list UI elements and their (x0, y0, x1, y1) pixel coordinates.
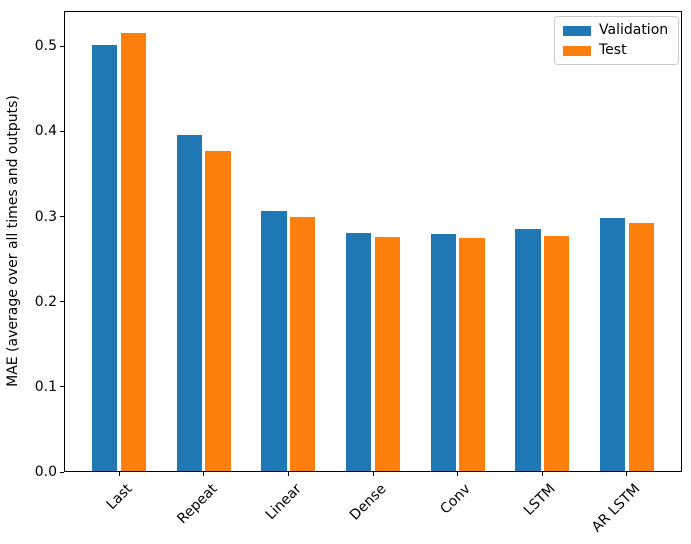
x-tick-mark (626, 472, 628, 476)
bar-validation-last (92, 45, 118, 472)
legend-swatch-validation (563, 25, 591, 36)
x-tick-label-lstm: LSTM (520, 481, 559, 519)
bar-test-repeat (205, 151, 231, 472)
y-tick-mark (60, 45, 64, 47)
y-tick-label: 0.2 (34, 293, 57, 310)
bar-test-ar-lstm (628, 223, 654, 472)
bar-validation-conv (430, 233, 456, 472)
bar-test-conv (459, 237, 485, 472)
plot-area (64, 11, 682, 472)
bar-validation-ar-lstm (599, 218, 626, 472)
legend-label-test: Test (599, 42, 627, 58)
x-tick-label-repeat: Repeat (173, 481, 221, 528)
bar-validation-dense (345, 232, 372, 472)
y-tick-mark (60, 216, 64, 218)
legend-swatch-test (563, 45, 591, 56)
x-tick-mark (287, 472, 289, 476)
bar-test-dense (374, 237, 401, 472)
x-tick-mark (372, 472, 374, 476)
legend-label-validation: Validation (599, 22, 669, 38)
y-tick-label: 0.5 (34, 38, 57, 55)
bar-validation-linear (261, 211, 287, 472)
x-tick-label-dense: Dense (346, 481, 390, 524)
y-tick-mark (60, 471, 64, 473)
y-tick-label: 0.1 (34, 378, 57, 395)
x-tick-mark (457, 472, 459, 476)
y-tick-mark (60, 386, 64, 388)
legend: Validation Test (554, 16, 680, 65)
y-tick-mark (60, 301, 64, 303)
x-tick-mark (541, 472, 543, 476)
bar-validation-lstm (515, 228, 541, 472)
x-tick-label-ar-lstm: AR LSTM (588, 481, 644, 536)
bar-validation-repeat (176, 134, 203, 472)
y-tick-label: 0.4 (34, 123, 57, 140)
bar-test-last (120, 32, 147, 472)
x-tick-label-conv: Conv (437, 481, 474, 518)
y-tick-label: 0.0 (34, 464, 57, 480)
y-tick-label: 0.3 (34, 208, 57, 225)
legend-item-test: Test (563, 43, 668, 58)
x-tick-label-last: Last (103, 481, 136, 513)
x-tick-label-linear: Linear (262, 481, 305, 524)
x-tick-mark (203, 472, 205, 476)
x-tick-mark (118, 472, 120, 476)
y-tick-mark (60, 130, 64, 132)
bar-test-lstm (543, 236, 570, 472)
legend-item-validation: Validation (563, 23, 668, 38)
bar-test-linear (290, 216, 316, 472)
